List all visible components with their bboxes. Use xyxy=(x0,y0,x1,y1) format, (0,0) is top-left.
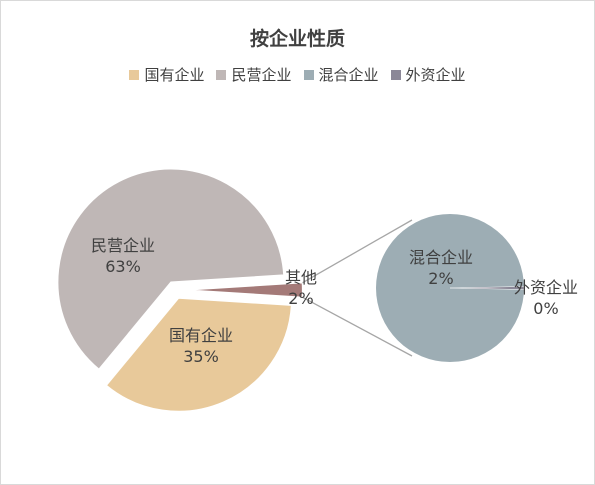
legend-item: 民营企业 xyxy=(216,64,292,85)
legend-label: 混合企业 xyxy=(318,66,379,84)
label-other-category: 其他 xyxy=(285,268,317,287)
label-other-percent: 2% xyxy=(288,289,313,308)
connector-line-top xyxy=(301,219,413,284)
label-state-owned-percent: 35% xyxy=(183,347,219,366)
label-state-owned: 国有企业 35% xyxy=(169,326,233,366)
main-pie xyxy=(57,168,303,412)
legend-label: 民营企业 xyxy=(231,66,292,84)
legend-label: 国有企业 xyxy=(144,66,205,84)
connector-line-bottom xyxy=(301,296,413,357)
label-other: 其他 2% xyxy=(285,268,317,308)
legend-item: 外资企业 xyxy=(390,64,466,85)
secondary-pie xyxy=(376,214,525,362)
label-mixed-category: 混合企业 xyxy=(409,248,473,267)
label-private: 民营企业 63% xyxy=(91,236,155,276)
legend-item: 混合企业 xyxy=(303,64,379,85)
label-foreign-category: 外资企业 xyxy=(514,278,578,297)
legend-swatch xyxy=(303,69,314,80)
connector-lines xyxy=(301,219,413,357)
pie-slice-private xyxy=(57,168,285,370)
label-foreign-percent: 0% xyxy=(533,299,558,318)
legend-swatch xyxy=(216,69,227,80)
pie-slice-state-owned xyxy=(105,297,292,412)
label-state-owned-category: 国有企业 xyxy=(169,326,233,345)
pie-slice-foreign xyxy=(449,286,525,290)
legend-item: 国有企业 xyxy=(129,64,204,85)
pie-slice-other xyxy=(189,282,303,298)
chart-title: 按企业性质 xyxy=(249,28,345,50)
label-mixed-percent: 2% xyxy=(428,269,453,288)
label-foreign: 外资企业 0% xyxy=(514,278,578,318)
legend-label: 外资企业 xyxy=(405,66,466,84)
label-private-category: 民营企业 xyxy=(91,236,155,255)
legend-swatch xyxy=(390,69,401,80)
label-private-percent: 63% xyxy=(105,257,141,276)
data-labels: 民营企业 63% 国有企业 35% 其他 2% 混合企业 2% 外资企业 0% xyxy=(91,236,578,366)
label-mixed: 混合企业 2% xyxy=(409,248,473,288)
chart-legend: 国有企业 民营企业 混合企业 外资企业 xyxy=(0,64,595,85)
legend-swatch xyxy=(129,69,140,80)
